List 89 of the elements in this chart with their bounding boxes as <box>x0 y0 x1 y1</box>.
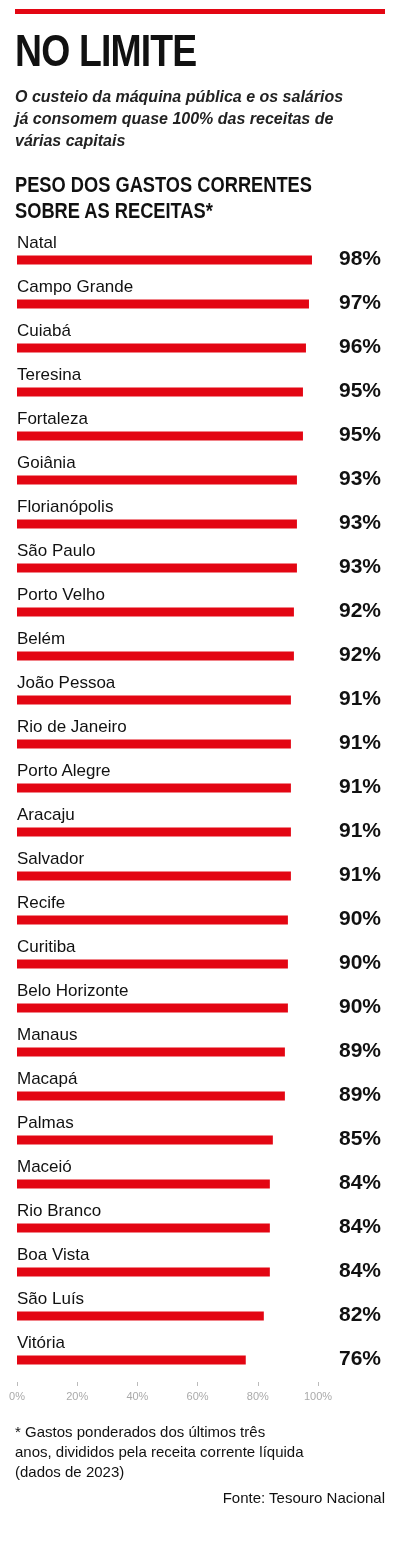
data-label: 91% <box>338 729 382 753</box>
bar <box>17 1311 264 1321</box>
y-tick-label: São Paulo <box>17 541 96 560</box>
data-label: 93% <box>338 553 382 577</box>
bar <box>17 1267 270 1277</box>
y-tick-label: Natal <box>17 233 57 252</box>
data-label: 97% <box>338 289 382 313</box>
bar <box>17 915 288 925</box>
x-tick-label: 20% <box>66 1389 89 1402</box>
data-label: 95% <box>338 421 382 445</box>
data-label: 93% <box>338 465 382 489</box>
bar <box>17 607 294 617</box>
y-tick-label: Rio Branco <box>17 1201 102 1220</box>
y-tick-label: Recife <box>17 893 66 912</box>
text: * Gastos ponderados dos últimos três anos, divididos pela receita corrente líquida (dados de 2023) <box>15 1422 305 1482</box>
y-tick-label: Aracaju <box>17 805 75 824</box>
x-tick-label: 0% <box>9 1389 26 1402</box>
y-tick-label: Belo Horizonte <box>17 981 129 1000</box>
y-tick-label: Goiânia <box>17 453 77 472</box>
x-tick-label: 100% <box>303 1389 333 1402</box>
data-label: 90% <box>338 993 382 1017</box>
y-tick-label: São Luís <box>17 1289 85 1308</box>
y-tick-label: Porto Velho <box>17 585 105 604</box>
y-tick-label: Cuiabá <box>17 321 72 340</box>
bar <box>17 1047 285 1057</box>
bar <box>17 871 291 881</box>
data-label: 91% <box>338 861 382 885</box>
bar <box>17 255 312 265</box>
data-label: 93% <box>338 509 382 533</box>
y-tick-label: Boa Vista <box>17 1245 90 1264</box>
data-label: 84% <box>338 1213 382 1237</box>
y-tick-label: Fortaleza <box>17 409 89 428</box>
data-label: 84% <box>338 1257 382 1281</box>
bar <box>17 1223 270 1233</box>
data-label: 90% <box>338 905 382 929</box>
bar <box>17 1135 273 1145</box>
y-tick-label: Manaus <box>17 1025 78 1044</box>
x-tick-label: 80% <box>246 1389 270 1402</box>
data-label: 91% <box>338 817 382 841</box>
data-label: 98% <box>338 245 382 269</box>
data-label: 85% <box>338 1125 382 1149</box>
data-label: 82% <box>338 1301 382 1325</box>
bar <box>17 1091 285 1101</box>
data-label: 92% <box>338 641 382 665</box>
data-label: 89% <box>338 1037 382 1061</box>
data-label: 91% <box>338 685 382 709</box>
source-note: Fonte: Tesouro Nacional <box>222 1489 385 1506</box>
y-tick-label: Porto Alegre <box>17 761 111 780</box>
chart-subtitle: O custeio da máquina pública e os salários já consomem quase 100% das receitas de várias capitais <box>15 87 345 151</box>
bar <box>17 563 297 573</box>
bar <box>17 1003 288 1013</box>
x-tick-label: 40% <box>126 1389 149 1402</box>
y-tick-label: Campo Grande <box>17 277 134 296</box>
annotation: PESO DOS GASTOS CORRENTES SOBRE AS RECEITAS* <box>15 172 313 224</box>
bar <box>17 827 291 837</box>
y-tick-label: Florianópolis <box>17 497 114 516</box>
bar <box>17 387 303 397</box>
bar <box>17 695 291 705</box>
y-tick-label: Vitória <box>17 1333 66 1352</box>
bar <box>17 1355 246 1365</box>
bar <box>17 959 288 969</box>
bar <box>17 651 294 661</box>
data-label: 89% <box>338 1081 382 1105</box>
data-label: 84% <box>338 1169 382 1193</box>
bar <box>17 519 297 529</box>
y-tick-label: Palmas <box>17 1113 74 1132</box>
data-label: 95% <box>338 377 382 401</box>
y-tick-label: Belém <box>17 629 66 648</box>
bar <box>17 431 303 441</box>
y-tick-label: Teresina <box>17 365 82 384</box>
bar <box>17 475 297 485</box>
data-label: 90% <box>338 949 382 973</box>
bar <box>17 299 309 309</box>
y-tick-label: Curitiba <box>17 937 77 956</box>
y-tick-label: Macapá <box>17 1069 79 1088</box>
y-tick-label: Maceió <box>17 1157 72 1176</box>
y-tick-label: Rio de Janeiro <box>17 717 127 736</box>
data-label: 76% <box>338 1345 382 1369</box>
data-label: 92% <box>338 597 382 621</box>
chart-title: NO LIMITE <box>15 26 197 76</box>
bar <box>17 1179 270 1189</box>
y-tick-label: Salvador <box>17 849 85 868</box>
data-label: 96% <box>338 333 382 357</box>
y-tick-label: João Pessoa <box>17 673 116 692</box>
bar <box>17 783 291 793</box>
data-label: 91% <box>338 773 382 797</box>
bar <box>17 343 306 353</box>
bar <box>17 739 291 749</box>
x-tick-label: 60% <box>186 1389 209 1402</box>
